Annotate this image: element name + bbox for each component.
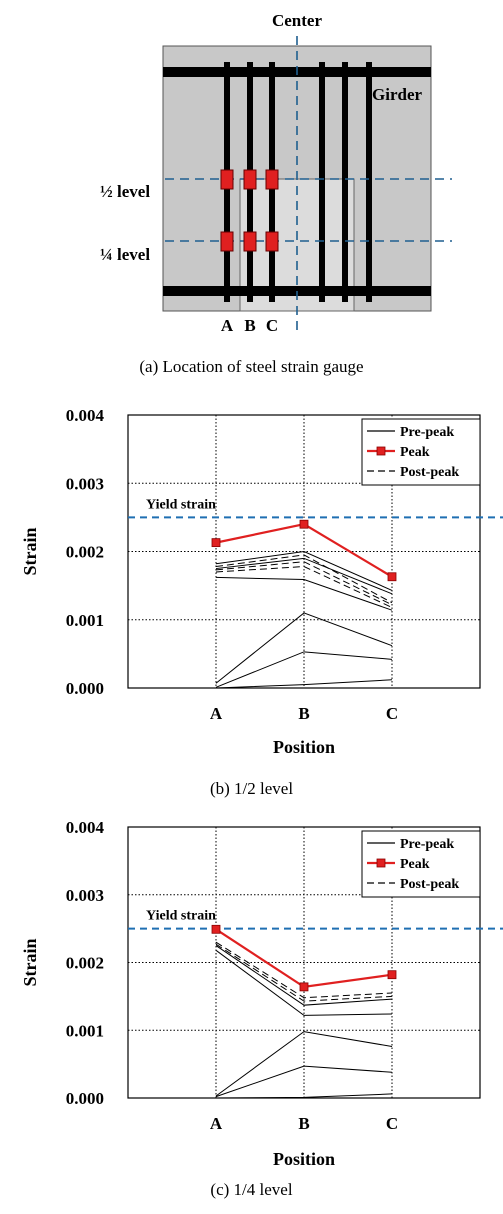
- series-line-peak: [215, 523, 393, 578]
- y-tick-label: 0.002: [66, 954, 104, 973]
- chart-quarter-level: 0.000 0.001 0.002 0.003 0.004 A B C Yield strain…: [0, 810, 503, 1214]
- center-label: Center: [272, 11, 322, 30]
- series-line-post-peak: [215, 566, 393, 608]
- strain-gauge: [243, 231, 257, 252]
- legend-label: Peak: [400, 445, 430, 460]
- strain-gauge: [265, 231, 279, 252]
- chart-half-level: 0.000 0.001 0.002 0.003 0.004 A B C Yield strain…: [0, 395, 503, 810]
- y-tick-label: 0.002: [66, 543, 104, 562]
- plot-frame: [127, 826, 481, 1099]
- data-point-peak: [299, 519, 309, 529]
- series-line-pre-peak: [215, 1031, 393, 1097]
- chart-quarter-level-caption: (c) 1/4 level: [210, 1180, 293, 1199]
- chart-half-level-svg: 0.000 0.001 0.002 0.003 0.004 A B C Yield strain…: [20, 406, 503, 757]
- rebar-6: [366, 62, 372, 302]
- yield-strain-label: Yield strain: [146, 497, 216, 512]
- y-axis-title: Strain: [20, 527, 40, 575]
- strain-gauge: [243, 169, 257, 190]
- data-point-peak: [211, 538, 221, 548]
- figure-a-caption: (a) Location of steel strain gauge: [139, 357, 364, 376]
- gauge-label-c: C: [266, 316, 278, 335]
- x-tick-label: B: [298, 1114, 309, 1133]
- strain-gauge: [220, 231, 234, 252]
- x-tick-label: C: [386, 1114, 398, 1133]
- legend-marker-peak: [376, 446, 386, 456]
- series-line-pre-peak: [215, 949, 393, 1016]
- y-tick-label: 0.000: [66, 679, 104, 698]
- x-tick-label: B: [298, 704, 309, 723]
- gauge-label-b: B: [244, 316, 255, 335]
- rebar-5: [342, 62, 348, 302]
- girder-label: Girder: [372, 85, 422, 104]
- yield-strain-label: Yield strain: [146, 909, 216, 924]
- data-point-peak: [299, 982, 309, 992]
- y-tick-label: 0.003: [66, 886, 104, 905]
- data-point-peak: [211, 924, 221, 934]
- y-tick-label: 0.003: [66, 474, 104, 493]
- y-tick-label: 0.001: [66, 611, 104, 630]
- x-tick-label: A: [210, 1114, 223, 1133]
- rebar-4: [319, 62, 325, 302]
- chart-half-level-caption: (b) 1/2 level: [209, 779, 294, 798]
- chart-quarter-level-svg: 0.000 0.001 0.002 0.003 0.004 A B C Yield strain…: [20, 818, 503, 1169]
- series-line-pre-peak: [215, 1093, 393, 1099]
- y-tick-label: 0.001: [66, 1021, 104, 1040]
- y-tick-label: 0.004: [66, 406, 105, 425]
- half-level-label: ½ level: [100, 182, 150, 201]
- x-tick-label: C: [386, 704, 398, 723]
- legend-label: Peak: [400, 857, 430, 872]
- gauge-location-figure: Center Girder ½ level ¼ level A B C (a) …: [0, 0, 503, 395]
- series-line-post-peak: [215, 943, 393, 1002]
- x-axis-title: Position: [273, 1149, 335, 1169]
- series-line-pre-peak: [215, 1065, 393, 1098]
- legend-label: Pre-peak: [400, 425, 454, 440]
- plot-frame: [127, 414, 481, 689]
- series-line-post-peak: [215, 554, 393, 604]
- x-axis-title: Position: [273, 737, 335, 757]
- series-line-pre-peak: [215, 576, 393, 611]
- legend-label: Post-peak: [400, 877, 459, 892]
- legend-label: Pre-peak: [400, 837, 454, 852]
- series-line-post-peak: [215, 941, 393, 999]
- series-line-post-peak: [215, 561, 393, 606]
- y-axis-title: Strain: [20, 938, 40, 986]
- legend-marker-peak: [376, 858, 386, 868]
- strain-gauge: [220, 169, 234, 190]
- data-point-peak: [387, 970, 397, 980]
- x-tick-label: A: [210, 704, 223, 723]
- series-line-pre-peak: [215, 679, 393, 689]
- series-line-pre-peak: [215, 612, 393, 684]
- series-line-pre-peak: [215, 651, 393, 688]
- gauge-location-diagram: Center Girder ½ level ¼ level A B C: [100, 11, 452, 335]
- series-line-pre-peak: [215, 945, 393, 1006]
- series-line-pre-peak: [215, 550, 393, 591]
- series-line-pre-peak: [215, 557, 393, 595]
- y-tick-label: 0.000: [66, 1089, 104, 1108]
- strain-gauge: [265, 169, 279, 190]
- quarter-level-label: ¼ level: [100, 245, 150, 264]
- y-tick-label: 0.004: [66, 818, 105, 837]
- legend-label: Post-peak: [400, 465, 459, 480]
- gauge-label-a: A: [221, 316, 234, 335]
- data-point-peak: [387, 572, 397, 582]
